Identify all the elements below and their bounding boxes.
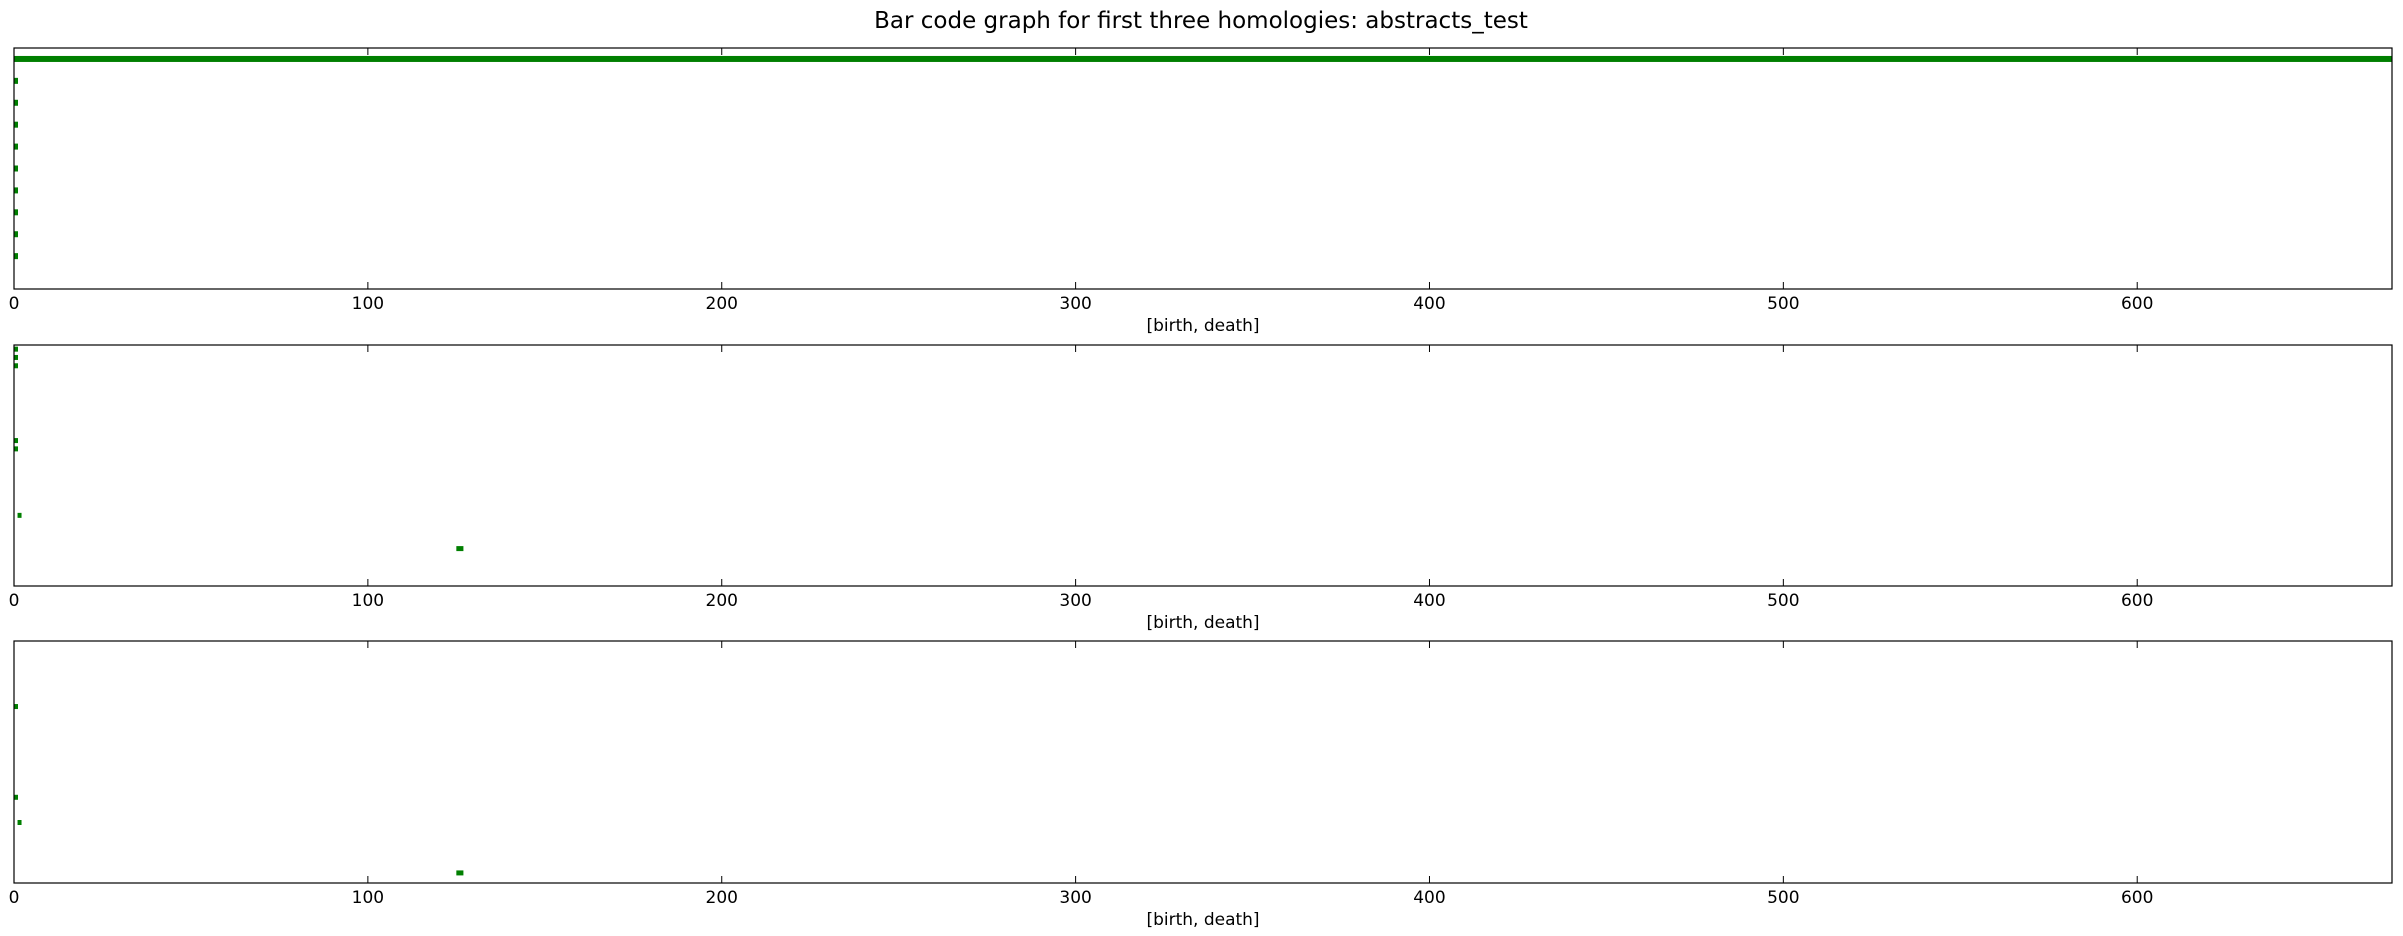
x-axis-label: [birth, death] [1146,613,1259,633]
x-tick-label: 600 [2121,294,2153,314]
x-tick-label: 100 [352,591,384,611]
barcode-interval-bar [14,165,18,172]
x-tick-label: 400 [1413,294,1445,314]
barcode-interval-bar [14,121,18,128]
x-tick-label: 500 [1767,888,1799,908]
barcode-interval-bar [14,187,18,194]
x-tick-label: 0 [9,888,20,908]
x-axis-label: [birth, death] [1146,316,1259,336]
x-tick-label: 600 [2121,888,2153,908]
x-tick-label: 300 [1059,294,1091,314]
bars-group [14,55,2392,260]
barcode-interval-bar [17,820,22,825]
x-tick-label: 400 [1413,591,1445,611]
x-tick-label: 200 [706,591,738,611]
x-tick-label: 200 [706,888,738,908]
barcode-interval-bar [14,55,2392,62]
x-tick-label: 100 [352,888,384,908]
barcode-interval-bar [14,363,18,369]
x-axis-label: [birth, death] [1146,910,1259,930]
barcode-interval-bar [14,99,18,106]
barcode-interval-bar [14,438,18,444]
x-tick-label: 200 [706,294,738,314]
barcode-interval-bar [17,512,22,518]
axes-frame [13,344,2393,587]
barcode-interval-bar [14,143,18,150]
homology-panel-2: 0 100 200 300 400 500 600 [birth, death] [9,640,2393,930]
barcode-interval-bar [456,546,464,552]
barcode-interval-bar [456,870,464,876]
x-tick-label: 300 [1059,591,1091,611]
bars-group [14,346,464,552]
figure-title: Bar code graph for first three homologie… [874,8,1528,34]
x-tick-label: 100 [352,294,384,314]
barcode-interval-bar [14,346,18,352]
x-tick-label: 600 [2121,591,2153,611]
barcode-interval-bar [14,77,18,84]
x-tick-label: 300 [1059,888,1091,908]
homology-panel-1: 0 100 200 300 400 500 600 [birth, death] [9,344,2393,633]
barcode-interval-bar [14,231,18,238]
bars-group [14,704,464,876]
barcode-interval-bar [14,704,18,710]
x-tick-label: 0 [9,591,20,611]
x-tick-label: 500 [1767,294,1799,314]
x-tick-label: 0 [9,294,20,314]
barcode-interval-bar [14,354,18,360]
axes-frame [13,640,2393,884]
barcode-interval-bar [14,446,18,452]
axes-frame [13,47,2393,290]
barcode-interval-bar [14,209,18,216]
x-tick-label: 500 [1767,591,1799,611]
barcode-interval-bar [14,794,18,800]
barcode-interval-bar [14,253,18,260]
x-tick-label: 400 [1413,888,1445,908]
homology-panel-0: 0 100 200 300 400 500 600 [birth, death] [9,47,2393,336]
